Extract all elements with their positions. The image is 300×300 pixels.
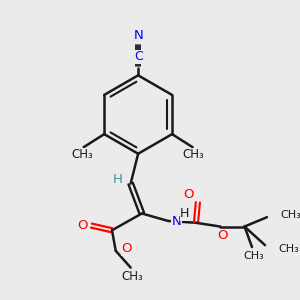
Text: CH₃: CH₃	[278, 244, 299, 254]
Text: C: C	[134, 50, 142, 63]
Text: O: O	[183, 188, 194, 201]
Text: O: O	[122, 242, 132, 255]
Text: O: O	[77, 219, 87, 232]
Text: N: N	[133, 29, 143, 42]
Text: O: O	[217, 230, 227, 242]
Text: CH₃: CH₃	[72, 148, 94, 161]
Text: CH₃: CH₃	[280, 210, 300, 220]
Text: H: H	[113, 173, 122, 186]
Text: CH₃: CH₃	[122, 270, 143, 284]
Text: CH₃: CH₃	[183, 148, 204, 161]
Text: N: N	[172, 215, 182, 228]
Text: H: H	[180, 207, 190, 220]
Text: CH₃: CH₃	[244, 251, 264, 261]
